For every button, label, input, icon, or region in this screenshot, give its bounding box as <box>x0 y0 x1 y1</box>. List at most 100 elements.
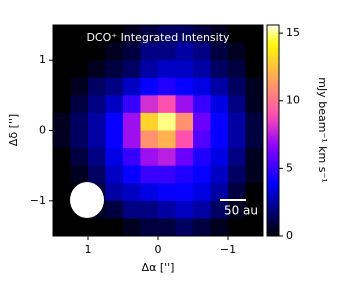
heatmap-cell <box>70 218 89 236</box>
heatmap-cell <box>70 130 89 149</box>
heatmap-cell <box>140 60 159 79</box>
x-tick-label: −1 <box>220 243 236 256</box>
heatmap-cell <box>158 200 176 219</box>
heatmap-cell <box>88 148 106 167</box>
heatmap-cell <box>105 60 124 79</box>
heatmap-cell <box>53 148 71 167</box>
heatmap-cell <box>175 42 194 61</box>
heatmap-cell <box>105 25 124 44</box>
heatmap-cell <box>193 165 211 184</box>
heatmap-cell <box>245 95 263 114</box>
heatmap-cell <box>123 165 141 184</box>
heatmap-cell <box>158 148 176 167</box>
heatmap-cell <box>70 77 89 96</box>
heatmap-cell <box>210 112 229 131</box>
heatmap-cell <box>105 183 124 202</box>
heatmap-cell <box>123 95 141 114</box>
heatmap-cell <box>193 77 211 96</box>
heatmap-cell <box>88 42 106 61</box>
heatmap-cell <box>175 112 194 131</box>
heatmap-cell <box>123 60 141 79</box>
heatmap-cell <box>53 165 71 184</box>
heatmap-cell <box>88 60 106 79</box>
heatmap-cell <box>228 148 246 167</box>
heatmap-cell <box>158 60 176 79</box>
heatmap-cell <box>140 218 159 236</box>
heatmap-cell <box>210 218 229 236</box>
heatmap-cell <box>175 60 194 79</box>
heatmap-cell <box>88 95 106 114</box>
colorbar <box>266 24 280 237</box>
y-tick-label: −1 <box>30 194 46 207</box>
heatmap-cell <box>228 200 246 219</box>
heatmap-cell <box>158 218 176 236</box>
heatmap-cell <box>70 95 89 114</box>
heatmap-cell <box>193 112 211 131</box>
colorbar-tick-label: 10 <box>286 94 300 107</box>
heatmap-cell <box>193 25 211 44</box>
heatmap-cell <box>140 200 159 219</box>
heatmap-cell <box>53 130 71 149</box>
heatmap-cell <box>140 148 159 167</box>
heatmap-cell <box>175 95 194 114</box>
heatmap-cell <box>210 200 229 219</box>
heatmap-cell <box>245 165 263 184</box>
heatmap-cell <box>210 60 229 79</box>
heatmap-cell <box>245 148 263 167</box>
heatmap-cell <box>70 112 89 131</box>
x-tick-label: 1 <box>85 243 92 256</box>
heatmap-cell <box>210 148 229 167</box>
heatmap-cell <box>105 95 124 114</box>
heatmap-cell <box>228 42 246 61</box>
heatmap-cell <box>140 95 159 114</box>
heatmap-cell <box>105 165 124 184</box>
heatmap-cell <box>193 148 211 167</box>
heatmap-cell <box>70 165 89 184</box>
heatmap-cell <box>123 77 141 96</box>
heatmap-cell <box>175 77 194 96</box>
heatmap-cell <box>210 183 229 202</box>
heatmap-cell <box>123 200 141 219</box>
scale-bar-label: 50 au <box>224 204 258 218</box>
colorbar-tick-label: 5 <box>286 161 293 174</box>
colorbar-label: mJy beam⁻¹ km s⁻¹ <box>316 77 329 182</box>
heatmap-cell <box>123 218 141 236</box>
heatmap-cell <box>53 77 71 96</box>
heatmap-cell <box>245 200 263 219</box>
heatmap-cell <box>105 77 124 96</box>
heatmap-cell <box>70 60 89 79</box>
heatmap-cell <box>88 165 106 184</box>
heatmap-cell <box>193 130 211 149</box>
heatmap-cell <box>228 218 246 236</box>
heatmap-cell <box>158 112 176 131</box>
heatmap-cell <box>193 218 211 236</box>
heatmap-cell <box>70 25 89 44</box>
heatmap-cell <box>123 148 141 167</box>
heatmap-cell <box>88 130 106 149</box>
heatmap-cell <box>175 183 194 202</box>
heatmap-cell <box>140 25 159 44</box>
heatmap-cell <box>53 95 71 114</box>
heatmap-cell <box>105 148 124 167</box>
x-tick-label: 0 <box>155 243 162 256</box>
heatmap-cell <box>158 165 176 184</box>
heatmap-cell <box>123 183 141 202</box>
heatmap <box>53 25 263 236</box>
heatmap-cell <box>140 42 159 61</box>
heatmap-cell <box>123 112 141 131</box>
y-axis-label: Δδ [''] <box>7 114 20 146</box>
heatmap-cell <box>228 112 246 131</box>
heatmap-cell <box>140 183 159 202</box>
heatmap-cell <box>228 60 246 79</box>
heatmap-cell <box>245 218 263 236</box>
heatmap-cell <box>245 130 263 149</box>
heatmap-cell <box>53 218 71 236</box>
chart-title: DCO⁺ Integrated Intensity <box>86 31 230 44</box>
heatmap-cell <box>228 25 246 44</box>
heatmap-cell <box>53 25 71 44</box>
beam <box>70 182 104 218</box>
heatmap-cell <box>245 25 263 44</box>
heatmap-cell <box>105 200 124 219</box>
